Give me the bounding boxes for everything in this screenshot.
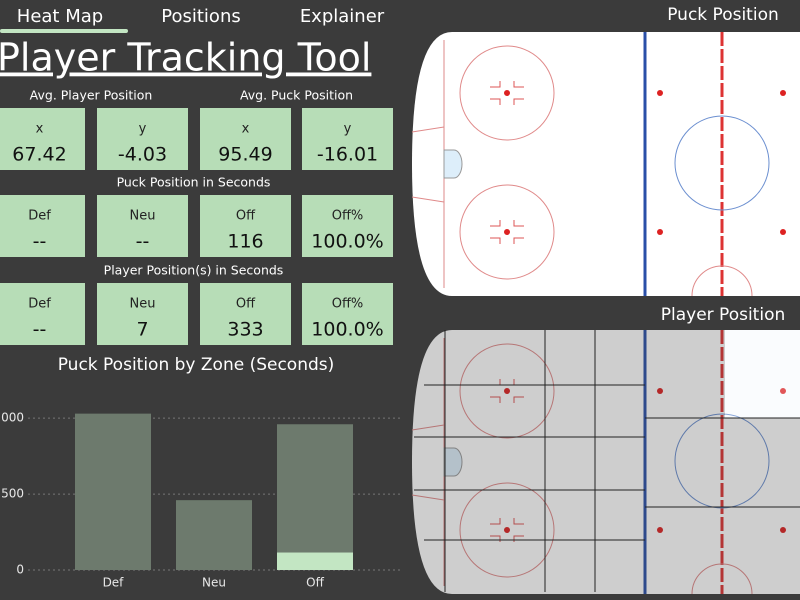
y-tick-label: 1,000 [0, 411, 24, 425]
section-title: Puck Position in Seconds [117, 175, 271, 190]
card-label: Def [28, 297, 51, 312]
card-value: -- [33, 231, 47, 253]
stat-card [302, 108, 393, 170]
card-label: x [242, 122, 250, 137]
stat-card [97, 195, 188, 257]
nav-tab[interactable]: Heat Map [17, 6, 103, 27]
nav-underline [0, 29, 128, 33]
bar [176, 500, 252, 570]
bar [75, 413, 151, 570]
card-label: Off% [332, 297, 364, 312]
stat-card [0, 195, 85, 257]
card-value: -- [33, 319, 47, 341]
stat-card [200, 108, 291, 170]
x-tick-label: Def [103, 576, 125, 590]
stat-card [97, 108, 188, 170]
card-value: -16.01 [317, 144, 378, 166]
card-label: Neu [130, 297, 156, 312]
section-title: Avg. Puck Position [240, 88, 353, 103]
player-rink [410, 328, 800, 596]
bar [277, 424, 353, 553]
card-value: 7 [136, 319, 148, 341]
stat-card [302, 195, 393, 257]
card-value: -- [136, 231, 150, 253]
stat-card [0, 108, 85, 170]
stat-card [200, 283, 291, 345]
card-label: Neu [130, 209, 156, 224]
card-value: 67.42 [12, 144, 66, 166]
card-label: y [344, 122, 352, 137]
card-label: Off [236, 297, 256, 312]
card-label: Off% [332, 209, 364, 224]
card-value: -4.03 [118, 144, 167, 166]
card-value: 100.0% [311, 319, 383, 341]
stat-card [302, 283, 393, 345]
chart-title: Puck Position by Zone (Seconds) [58, 355, 335, 375]
card-label: x [36, 122, 44, 137]
card-value: 333 [227, 319, 263, 341]
y-tick-label: 500 [1, 487, 24, 501]
stat-card [97, 283, 188, 345]
rink-title: Player Position [661, 305, 786, 325]
rink-title: Puck Position [667, 5, 779, 25]
nav-tab[interactable]: Positions [161, 6, 240, 27]
card-label: y [139, 122, 147, 137]
page-title: Player Tracking Tool [0, 36, 371, 80]
bar [277, 552, 353, 570]
card-label: Off [236, 209, 256, 224]
card-label: Def [28, 209, 51, 224]
section-title: Avg. Player Position [30, 88, 153, 103]
x-tick-label: Neu [202, 576, 226, 590]
stat-card [0, 283, 85, 345]
card-value: 95.49 [218, 144, 272, 166]
nav-tab[interactable]: Explainer [300, 6, 385, 27]
y-tick-label: 0 [16, 563, 24, 577]
section-title: Player Position(s) in Seconds [104, 263, 284, 278]
card-value: 100.0% [311, 231, 383, 253]
card-value: 116 [227, 231, 263, 253]
puck-rink [410, 30, 800, 298]
stat-card [200, 195, 291, 257]
x-tick-label: Off [306, 576, 324, 590]
